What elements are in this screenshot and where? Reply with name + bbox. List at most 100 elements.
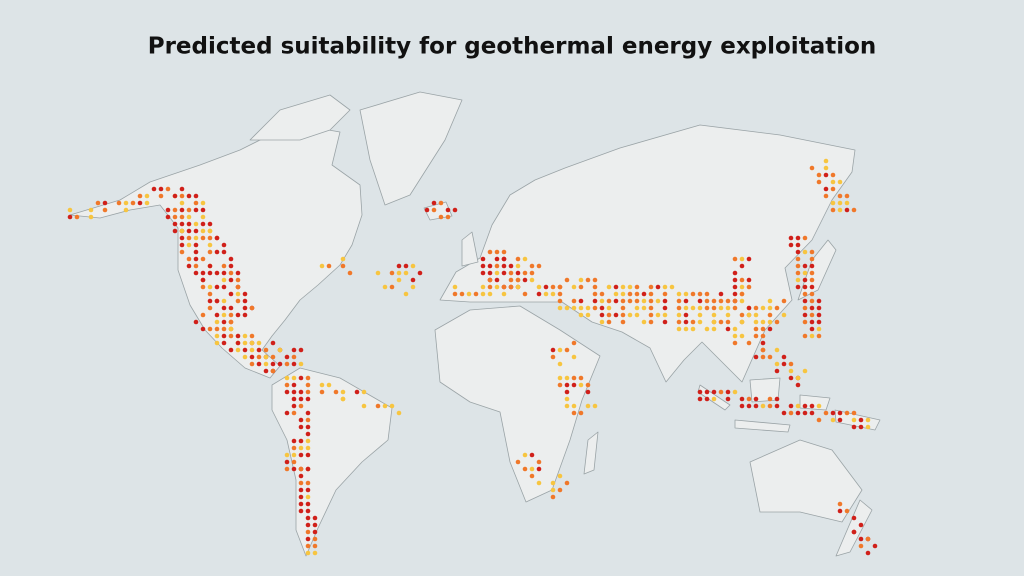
suitability-dot [410,263,416,269]
suitability-dot [221,333,227,339]
australia [749,439,863,523]
suitability-dot [326,263,332,269]
suitability-dot [620,312,626,318]
suitability-dot [67,214,73,220]
suitability-dot [214,326,220,332]
suitability-dot [522,256,528,262]
suitability-dot [305,410,311,416]
suitability-dot [305,501,311,507]
suitability-dot [676,319,682,325]
suitability-dot [277,347,283,353]
suitability-dot [256,354,262,360]
suitability-dot [186,256,192,262]
suitability-dot [207,291,213,297]
suitability-dot [536,263,542,269]
suitability-dot [200,326,206,332]
suitability-dot [809,319,815,325]
suitability-dot [564,347,570,353]
suitability-dot [760,319,766,325]
suitability-dot [592,291,598,297]
suitability-dot [193,263,199,269]
suitability-dot [361,403,367,409]
suitability-dot [207,263,213,269]
suitability-dot [795,375,801,381]
suitability-dot [795,235,801,241]
suitability-dot [270,354,276,360]
suitability-dot [851,529,857,535]
suitability-dot [781,354,787,360]
suitability-dot [438,200,444,206]
suitability-dot [585,403,591,409]
suitability-dot [774,396,780,402]
suitability-dot [774,347,780,353]
suitability-dot [284,389,290,395]
suitability-dot [207,221,213,227]
suitability-dot [102,200,108,206]
suitability-dot [753,319,759,325]
suitability-dot [375,270,381,276]
suitability-dot [193,270,199,276]
suitability-dot [725,389,731,395]
suitability-dot [88,207,94,213]
suitability-dot [746,312,752,318]
suitability-dot [221,326,227,332]
suitability-dot [809,270,815,276]
suitability-dot [837,200,843,206]
suitability-dot [256,340,262,346]
suitability-dot [732,291,738,297]
suitability-dot [144,200,150,206]
suitability-dot [571,410,577,416]
suitability-dot [382,284,388,290]
suitability-dot [291,445,297,451]
suitability-dot [214,333,220,339]
suitability-dot [837,207,843,213]
suitability-dot [452,291,458,297]
suitability-dot [718,319,724,325]
suitability-dot [802,291,808,297]
suitability-dot [620,291,626,297]
suitability-dot [305,522,311,528]
suitability-dot [410,284,416,290]
suitability-dot [165,186,171,192]
suitability-dot [571,375,577,381]
suitability-dot [123,200,129,206]
suitability-dot [207,298,213,304]
suitability-dot [95,200,101,206]
suitability-dot [319,382,325,388]
suitability-dot [557,361,563,367]
suitability-dot [683,305,689,311]
suitability-dot [816,305,822,311]
suitability-dot [340,256,346,262]
suitability-dot [641,319,647,325]
suitability-dot [123,207,129,213]
suitability-dot [172,228,178,234]
greenland [359,91,463,206]
suitability-dot [830,186,836,192]
suitability-dot [291,452,297,458]
suitability-dot [760,403,766,409]
suitability-dot [298,466,304,472]
suitability-dot [662,312,668,318]
suitability-dot [732,256,738,262]
suitability-dot [494,263,500,269]
suitability-dot [809,284,815,290]
suitability-dot [536,459,542,465]
suitability-dot [732,270,738,276]
suitability-dot [851,424,857,430]
suitability-dot [718,389,724,395]
suitability-dot [305,515,311,521]
suitability-dot [438,214,444,220]
suitability-dot [221,340,227,346]
suitability-dot [767,326,773,332]
suitability-dot [788,410,794,416]
suitability-dot [235,347,241,353]
suitability-dot [319,263,325,269]
suitability-dot [242,340,248,346]
suitability-dot [487,277,493,283]
suitability-dot [172,207,178,213]
suitability-dot [620,319,626,325]
suitability-dot [837,508,843,514]
suitability-dot [837,501,843,507]
suitability-dot [851,410,857,416]
suitability-dot [816,417,822,423]
